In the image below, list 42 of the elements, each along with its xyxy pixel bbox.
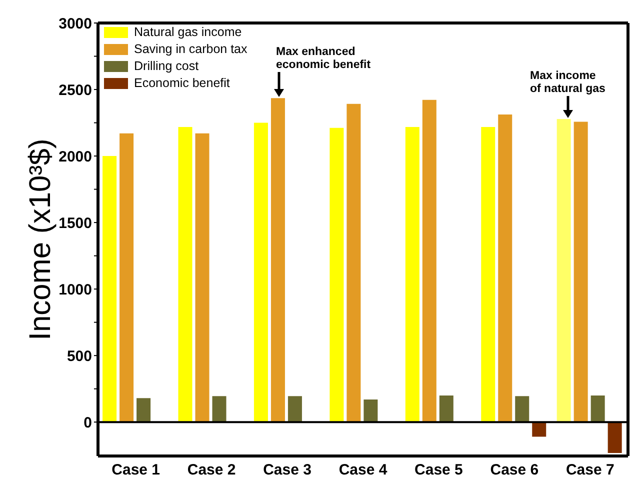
x-tick-label: Case 5 [414,462,463,478]
y-tick-label: 2000 [58,148,92,166]
bar [136,398,151,422]
legend-label: Drilling cost [134,58,199,75]
bar [254,122,268,422]
bar [330,128,344,422]
x-tick-label: Case 1 [112,462,160,478]
bar [608,422,622,453]
bar [195,133,210,422]
annotation: Max enhanced economic benefit [276,46,371,72]
x-tick-label: Case 2 [187,462,236,478]
bar [364,399,378,422]
bar [178,127,192,422]
bar [405,127,420,422]
bar [574,122,588,422]
y-tick-label: 1500 [58,214,92,232]
bar [288,396,302,422]
y-tick-label: 500 [66,348,92,365]
bar [532,422,546,437]
bar [212,396,226,422]
annotation: Max income of natural gas [530,70,606,96]
legend-label: Saving in carbon tax [134,41,248,58]
bar [590,395,605,422]
y-tick-label: 1000 [58,281,92,298]
bar [498,114,512,422]
legend-label: Natural gas income [134,24,242,41]
legend-label: Economic benefit [134,75,230,92]
x-tick-label: Case 4 [338,462,388,478]
x-tick-label: Case 3 [263,462,312,478]
y-axis-title: Income (x10³$) [24,138,56,340]
bar [102,156,117,422]
x-tick-label: Case 6 [490,462,539,478]
bar [422,100,436,422]
y-tick-label: 3000 [58,15,92,32]
bar [120,133,134,422]
bar [515,396,530,422]
bar [439,395,454,422]
y-tick-label: 0 [84,414,92,432]
bar [346,104,361,422]
bar [481,127,496,422]
x-tick-label: Case 7 [566,462,614,478]
y-tick-label: 2500 [58,82,92,99]
